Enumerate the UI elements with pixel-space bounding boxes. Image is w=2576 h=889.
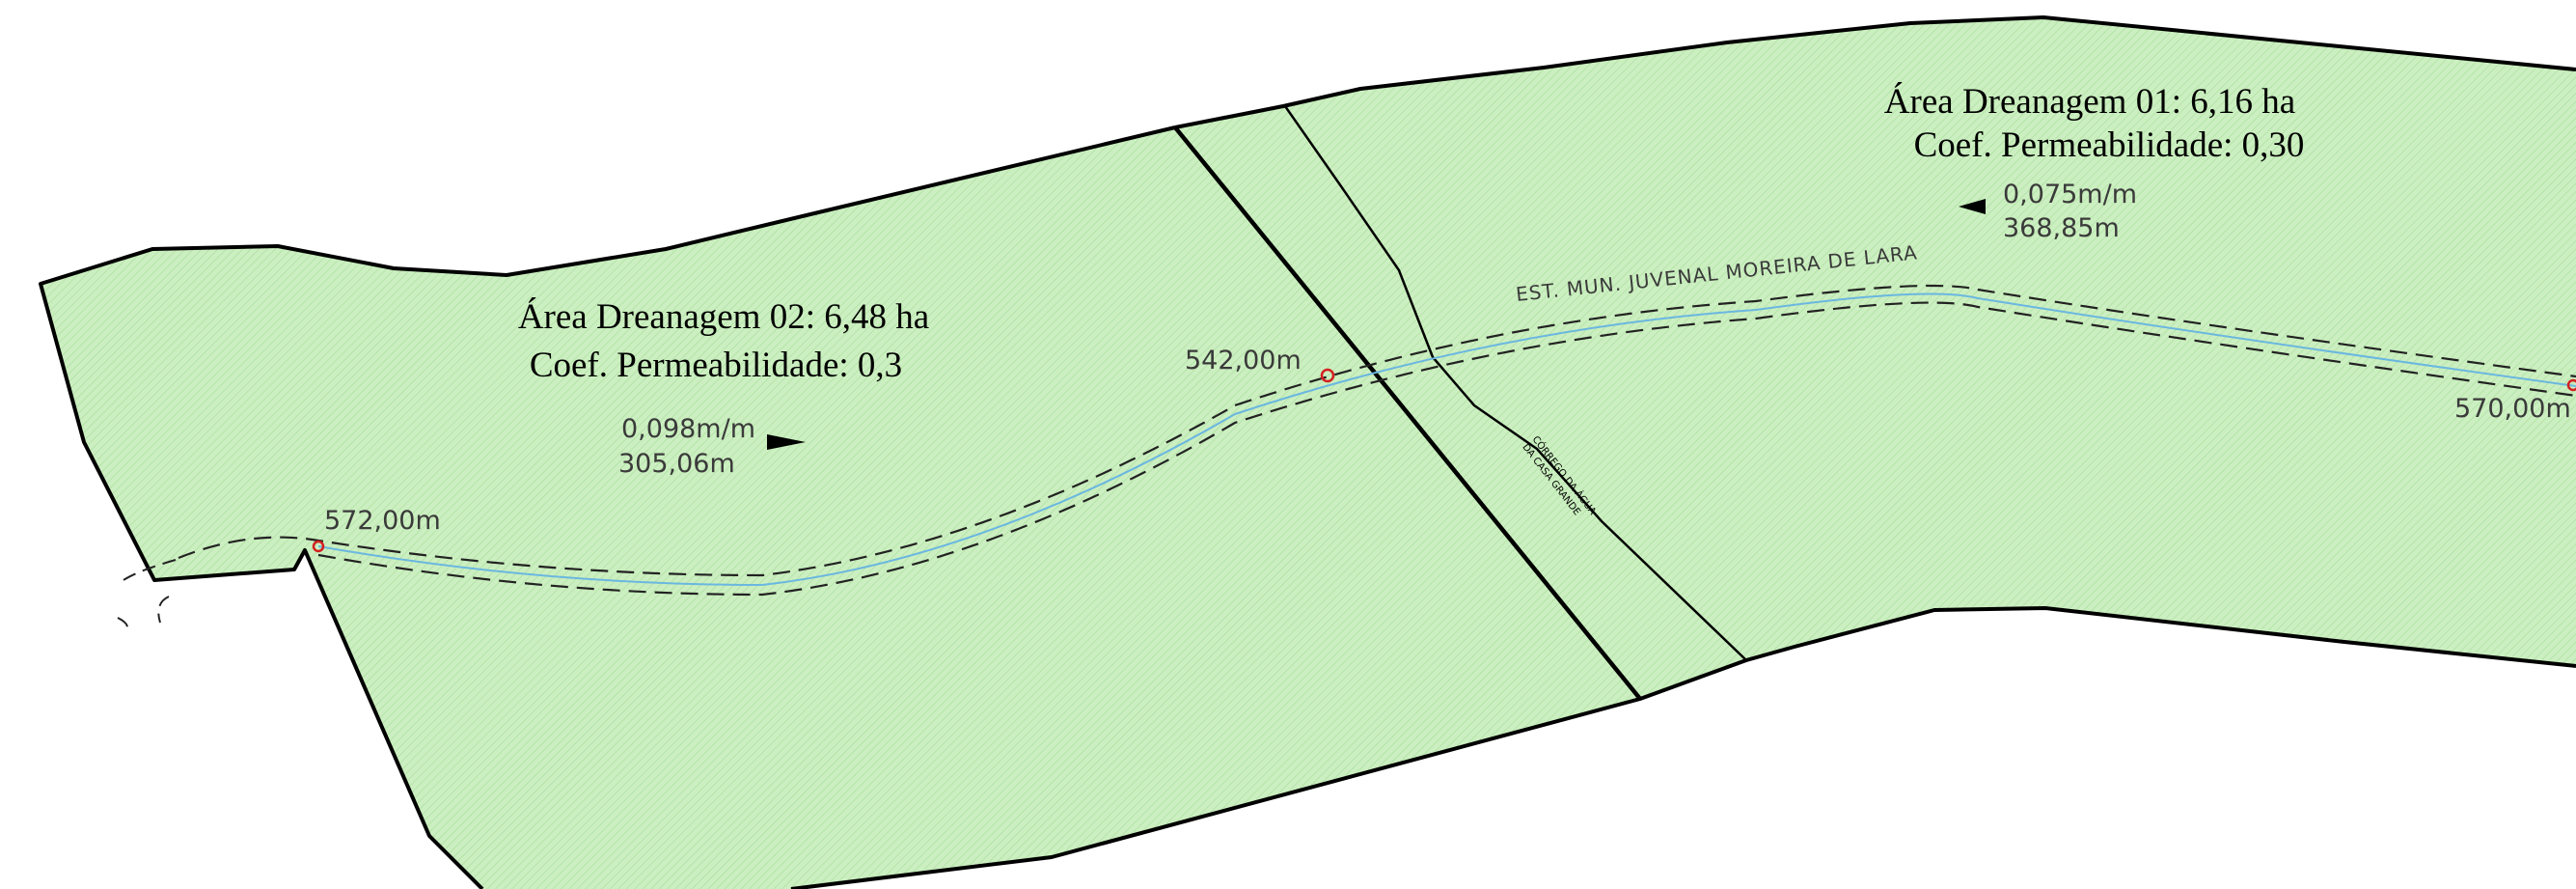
area-boundary-bottom (790, 606, 2576, 889)
elevation-label-right: 570,00m (2454, 394, 2571, 424)
area-01-length: 368,85m (2003, 213, 2120, 243)
elevation-point-right (2566, 378, 2576, 392)
area-02-permeability: Coef. Permeabilidade: 0,3 (530, 346, 902, 385)
elevation-point-middle (1320, 368, 1335, 383)
elevation-label-left: 572,00m (324, 506, 441, 536)
area-01-slope: 0,075m/m (2003, 180, 2137, 209)
flow-arrow-right-icon (767, 434, 806, 450)
area-02-length: 305,06m (618, 449, 735, 479)
area-02-title: Área Dreanagem 02: 6,48 ha (518, 296, 929, 337)
stream-line (1283, 105, 1747, 661)
area-01-permeability: Coef. Permeabilidade: 0,30 (1914, 125, 2305, 165)
road-spur (117, 559, 177, 628)
watershed-divide (1173, 125, 1642, 701)
flow-path (317, 292, 2576, 587)
road-edge-lower (317, 301, 2576, 597)
area-boundary-outer (39, 125, 1176, 889)
drainage-area-01 (1175, 17, 2576, 699)
flow-arrow-left-icon (1959, 199, 1986, 214)
area-02-slope: 0,098m/m (621, 414, 755, 444)
area-boundary-top (1174, 15, 2576, 129)
elevation-label-middle: 542,00m (1185, 346, 1302, 375)
drainage-area-02 (41, 127, 1640, 889)
road-edge-upper (178, 284, 2576, 577)
elevation-point-left (312, 540, 325, 553)
area-01-title: Área Dreanagem 01: 6,16 ha (1884, 81, 2295, 122)
